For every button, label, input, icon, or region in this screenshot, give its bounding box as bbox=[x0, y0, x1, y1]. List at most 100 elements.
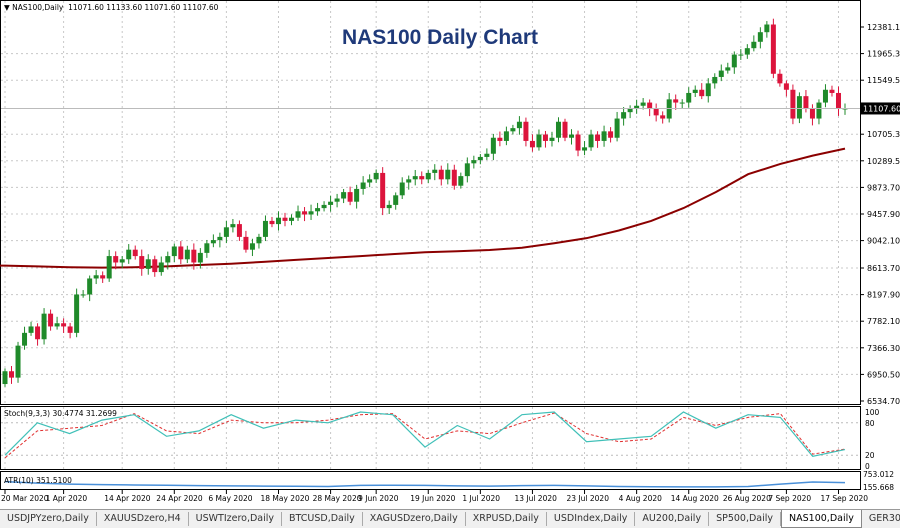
triangle-down-icon[interactable]: ▼ bbox=[4, 3, 10, 12]
tab-uswtizero[interactable]: USWTIzero,Daily bbox=[189, 512, 283, 526]
bearish-candle bbox=[803, 96, 809, 109]
price-tick-label: 10705.30 bbox=[867, 130, 900, 139]
bullish-candle bbox=[93, 275, 99, 279]
bearish-candle bbox=[451, 169, 457, 186]
price-tick-label: 12381.10 bbox=[867, 23, 900, 32]
date-tick-label: 19 Jun 2020 bbox=[410, 494, 455, 503]
date-tick-label: 17 Sep 2020 bbox=[820, 494, 868, 503]
tab-xrpusd[interactable]: XRPUSD,Daily bbox=[466, 512, 547, 526]
chart-area[interactable]: 12381.10 11965.30 11549.50 10705.30 10289.50… bbox=[0, 0, 900, 509]
bullish-candle bbox=[412, 176, 418, 180]
bullish-candle bbox=[22, 332, 28, 346]
bearish-candle bbox=[660, 115, 666, 119]
price-tick-label: 7782.10 bbox=[867, 317, 900, 326]
date-tick-label: 18 May 2020 bbox=[260, 494, 309, 503]
ohlc-readout: 11071.60 11133.60 11071.60 11107.60 bbox=[68, 3, 219, 12]
bullish-candle bbox=[796, 96, 802, 119]
bearish-candle bbox=[653, 108, 659, 116]
stochastic-tick-label: 100 bbox=[865, 408, 880, 417]
tab-btcusd[interactable]: BTCUSD,Daily bbox=[282, 512, 363, 526]
bearish-candle bbox=[809, 108, 815, 119]
stochastic-main-line bbox=[4, 411, 846, 457]
bearish-candle bbox=[438, 169, 444, 180]
date-tick-label: 13 Jul 2020 bbox=[514, 494, 557, 503]
tab-xagusdzero[interactable]: XAGUSDzero,Daily bbox=[363, 512, 466, 526]
bullish-candle bbox=[275, 217, 281, 225]
bearish-candle bbox=[790, 89, 796, 119]
bullish-candle bbox=[425, 172, 431, 180]
bullish-candle bbox=[106, 256, 112, 279]
stochastic-tick-label: 0 bbox=[865, 462, 870, 471]
atr-tick-label: 155.668 bbox=[863, 483, 894, 492]
bearish-candle bbox=[61, 323, 67, 327]
bullish-candle bbox=[640, 102, 646, 106]
bullish-candle bbox=[360, 182, 366, 189]
bullish-candle bbox=[341, 192, 347, 199]
date-tick-label: 14 Apr 2020 bbox=[104, 494, 151, 503]
price-tick-label: 8613.70 bbox=[867, 264, 900, 273]
tab-xauusdzero[interactable]: XAUUSDzero,H4 bbox=[97, 512, 189, 526]
stochastic-tick-label: 20 bbox=[865, 451, 875, 460]
bullish-candle bbox=[432, 169, 438, 173]
bullish-candle bbox=[217, 236, 223, 241]
date-tick-label: 28 May 2020 bbox=[313, 494, 362, 503]
bullish-candle bbox=[503, 131, 509, 141]
tab-ger30[interactable]: GER30,Dail bbox=[862, 512, 900, 526]
current-price-label: 11107.60 bbox=[863, 104, 900, 113]
date-tick-label: 1 Apr 2020 bbox=[46, 494, 88, 503]
bullish-candle bbox=[15, 345, 21, 378]
price-tick-label: 7366.30 bbox=[867, 344, 900, 353]
price-tick-label: 11549.50 bbox=[867, 76, 900, 85]
tab-sp500[interactable]: SP500,Daily bbox=[709, 512, 782, 526]
bullish-candle bbox=[295, 211, 301, 218]
chart-title: NAS100 Daily Chart bbox=[341, 26, 539, 49]
bullish-candle bbox=[614, 118, 620, 138]
bullish-candle bbox=[165, 256, 171, 263]
date-tick-label: 23 Jul 2020 bbox=[567, 494, 610, 503]
bearish-candle bbox=[835, 92, 841, 109]
bearish-candle bbox=[178, 246, 184, 260]
bearish-candle bbox=[529, 140, 535, 148]
bearish-candle bbox=[100, 275, 106, 279]
tab-usdindex[interactable]: USDIndex,Daily bbox=[547, 512, 636, 526]
bullish-candle bbox=[184, 249, 190, 260]
atr-line bbox=[4, 480, 846, 488]
bullish-candle bbox=[171, 246, 177, 257]
bullish-candle bbox=[41, 313, 47, 340]
bullish-candle bbox=[712, 76, 718, 84]
bearish-candle bbox=[113, 256, 119, 263]
price-tick-label: 9042.10 bbox=[867, 237, 900, 246]
bullish-candle bbox=[621, 112, 627, 119]
bullish-candle bbox=[718, 70, 724, 77]
bullish-candle bbox=[692, 89, 698, 93]
chart-tabs: USDJPYzero,Daily XAUUSDzero,H4 USWTIzero… bbox=[0, 509, 900, 528]
tab-usdjpyzero[interactable]: USDJPYzero,Daily bbox=[0, 512, 97, 526]
bearish-candle bbox=[699, 89, 705, 97]
stochastic-tick-label: 80 bbox=[865, 419, 875, 428]
bullish-candle bbox=[54, 323, 60, 327]
bullish-candle bbox=[471, 160, 477, 164]
bearish-candle bbox=[562, 121, 568, 138]
bullish-candle bbox=[569, 134, 575, 138]
atr-label: ATR(10) 351.5100 bbox=[4, 476, 72, 485]
bullish-candle bbox=[751, 41, 757, 49]
bullish-candle bbox=[386, 204, 392, 209]
tab-nas100[interactable]: NAS100,Daily bbox=[781, 510, 862, 528]
date-tick-label: 9 Jun 2020 bbox=[358, 494, 399, 503]
bearish-candle bbox=[302, 211, 308, 215]
bearish-candle bbox=[67, 326, 73, 333]
tab-au200[interactable]: AU200,Daily bbox=[635, 512, 710, 526]
bullish-candle bbox=[458, 176, 464, 186]
bullish-candle bbox=[822, 89, 828, 103]
date-tick-label: 20 Mar 2020 bbox=[1, 494, 49, 503]
bullish-candle bbox=[126, 249, 132, 260]
bearish-candle bbox=[770, 24, 776, 74]
bullish-candle bbox=[477, 156, 483, 161]
atr-tick-label: 753.012 bbox=[863, 470, 894, 479]
bullish-candle bbox=[679, 102, 685, 104]
main-panel-frame bbox=[0, 0, 861, 405]
date-tick-label: 24 Apr 2020 bbox=[156, 494, 203, 503]
bearish-candle bbox=[783, 83, 789, 90]
bullish-candle bbox=[725, 67, 731, 71]
bullish-candle bbox=[464, 163, 470, 177]
